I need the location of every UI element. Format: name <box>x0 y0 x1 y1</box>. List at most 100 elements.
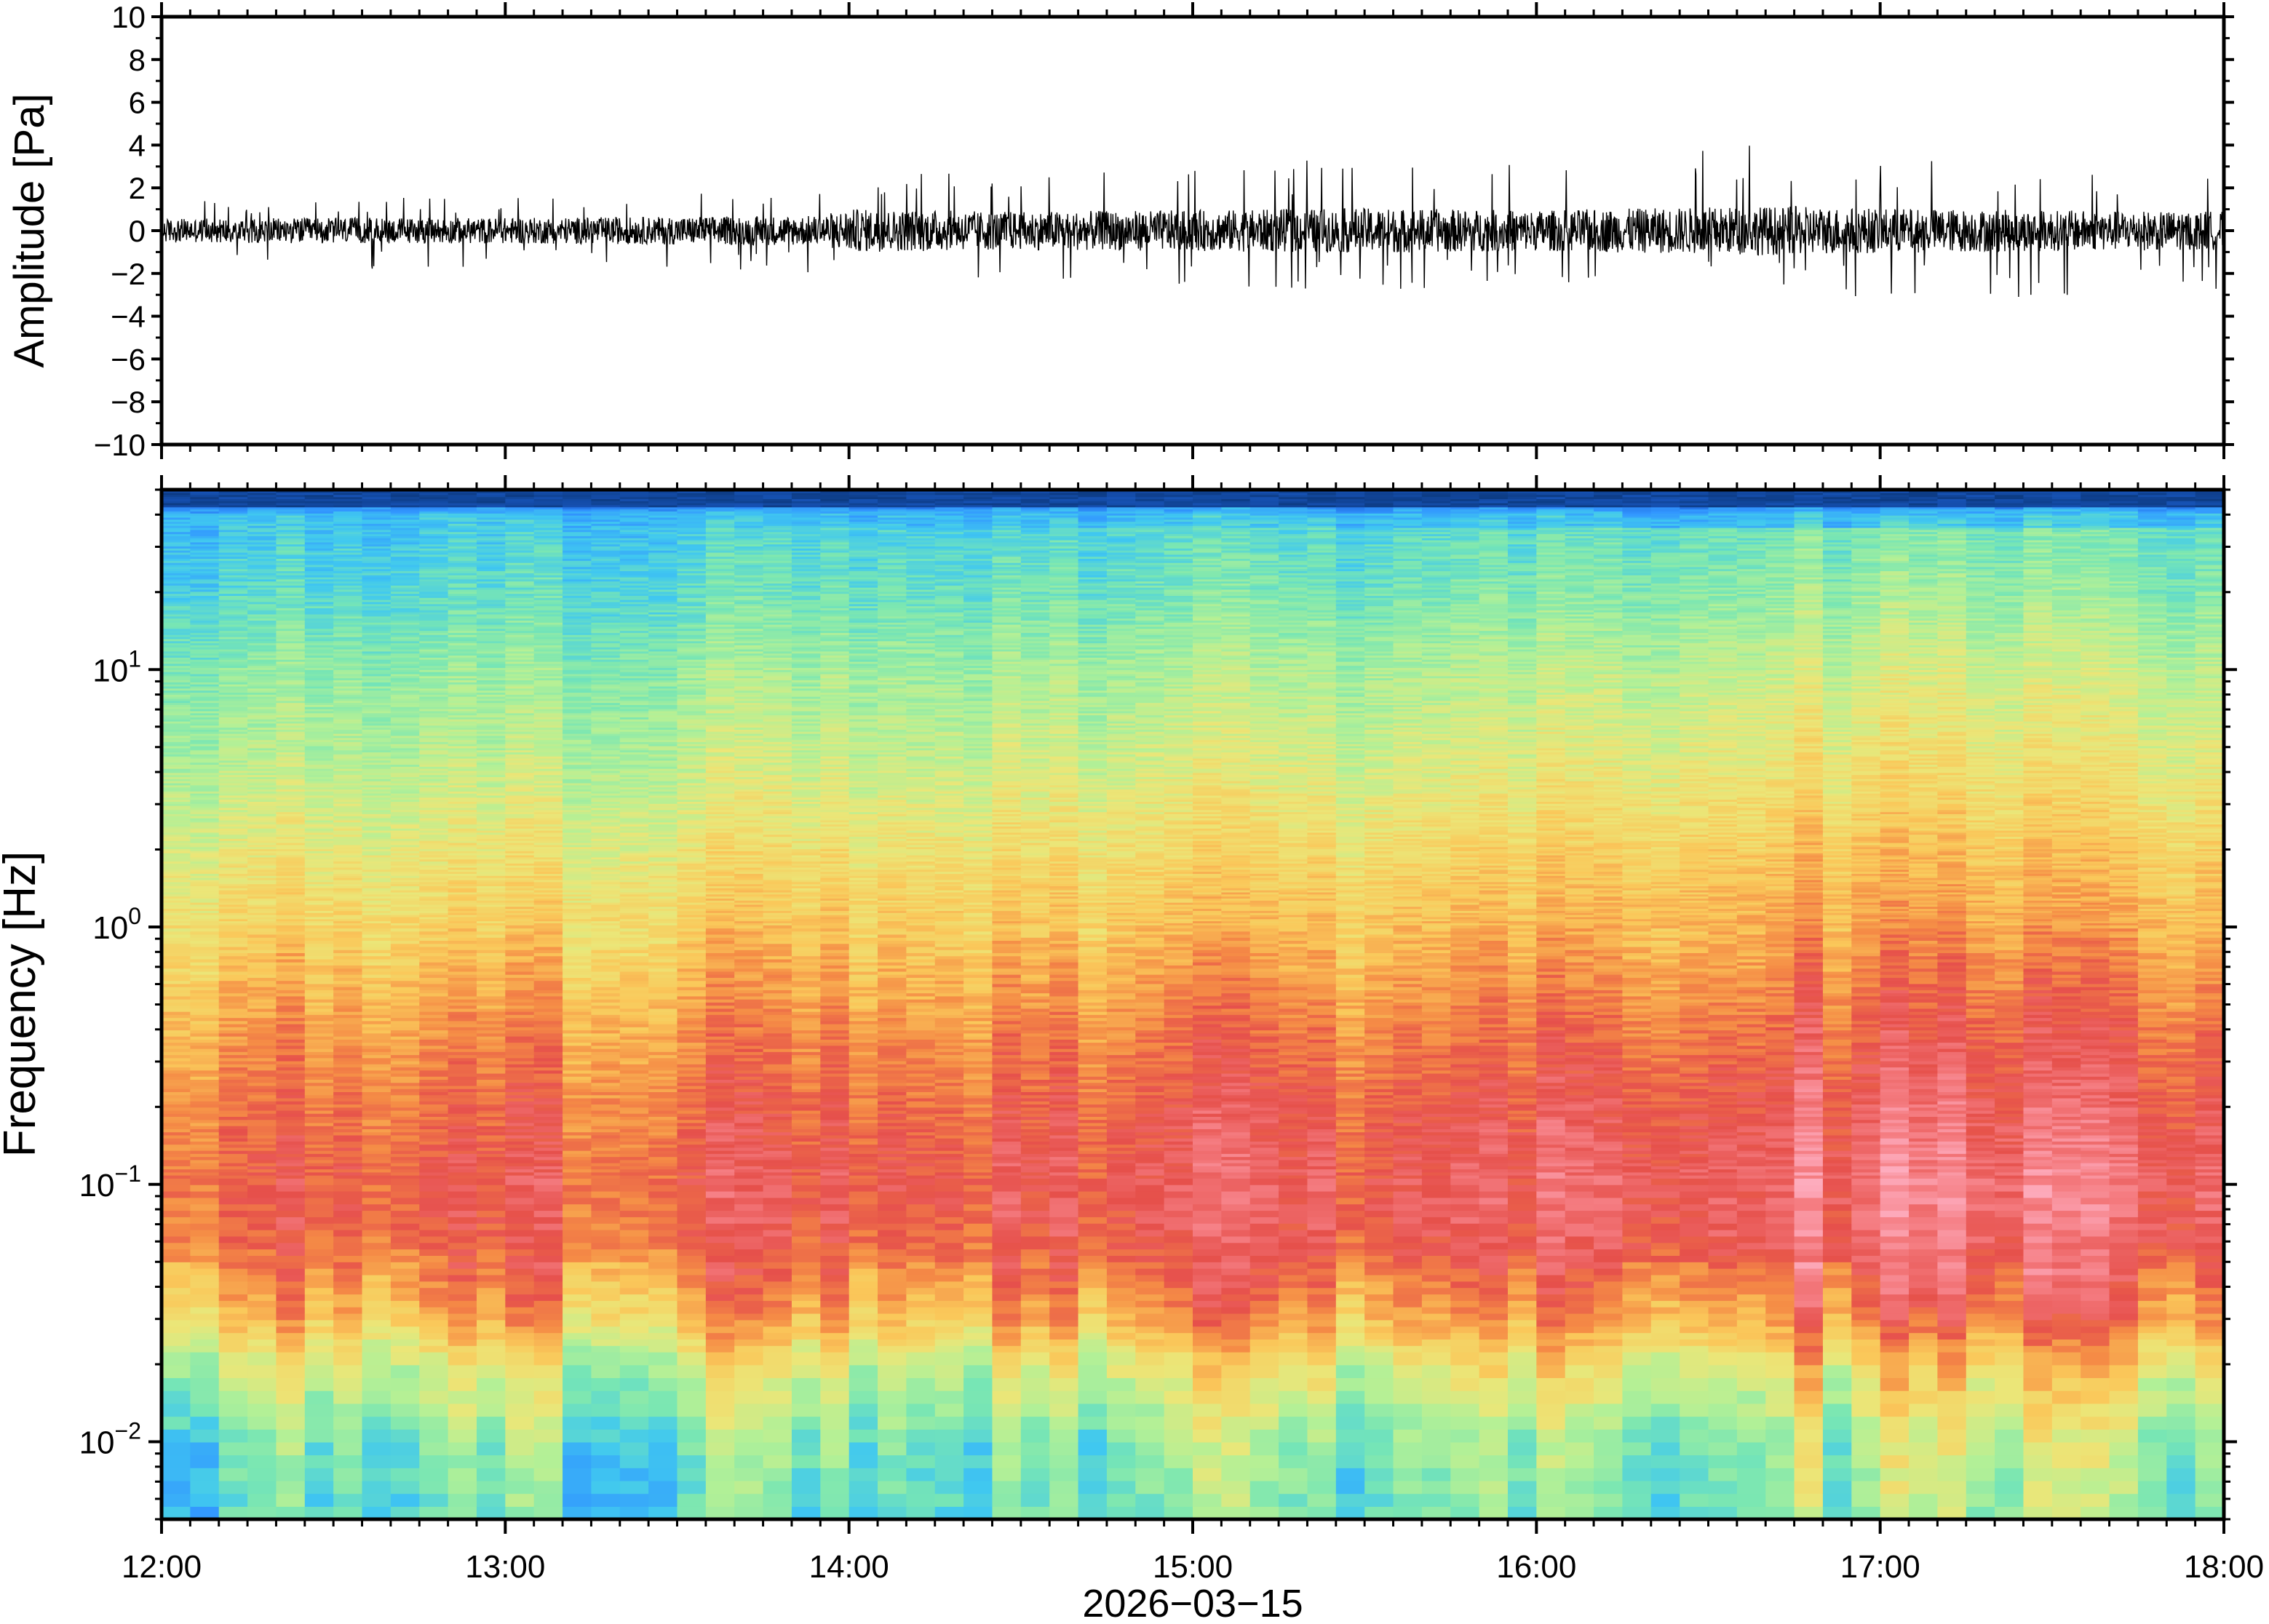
spectrogram-cell <box>419 1211 448 1217</box>
spectrogram-cell <box>563 1320 592 1326</box>
spectrogram-cell <box>190 1147 219 1151</box>
spectrogram-cell <box>505 974 534 978</box>
spectrogram-cell <box>305 962 334 966</box>
spectrogram-cell <box>219 1345 248 1352</box>
spectrogram-cell <box>391 1236 420 1243</box>
spectrogram-cell <box>477 928 506 931</box>
spectrogram-cell <box>563 1120 592 1123</box>
spectrogram-cell <box>534 1172 563 1176</box>
spectrogram-heatmap <box>162 490 2225 1520</box>
spectrogram-cell <box>247 1002 277 1006</box>
spectrogram-cell <box>333 984 362 987</box>
spectrogram-cell <box>563 1138 592 1142</box>
spectrogram-cell <box>362 1326 392 1333</box>
spectrogram-cell <box>276 1211 305 1217</box>
spectrogram-cell <box>162 1320 191 1326</box>
spectrogram-cell <box>391 1198 420 1204</box>
spectrogram-cell <box>419 968 448 972</box>
spectrogram-cell <box>505 937 534 941</box>
spectrogram-cell <box>276 1091 305 1095</box>
spectrogram-cell <box>276 987 305 990</box>
spectrogram-cell <box>162 1098 191 1102</box>
spectrogram-cell <box>162 1054 191 1058</box>
spectrogram-cell <box>333 1104 362 1107</box>
spectrogram-cell <box>419 1307 448 1313</box>
spectrogram-cell <box>333 959 362 963</box>
spectrogram-cell <box>448 1442 477 1455</box>
spectrogram-cell <box>333 940 362 944</box>
spectrogram-cell <box>534 950 563 953</box>
spectrogram-cell <box>219 1223 248 1230</box>
spectrogram-cell <box>276 1079 305 1083</box>
spectrogram-cell <box>219 1046 248 1049</box>
spectrogram-cell <box>162 1104 191 1107</box>
spectrogram-cell <box>534 1178 563 1185</box>
spectrogram-cell <box>305 1172 334 1176</box>
spectrogram-cell <box>333 944 362 947</box>
spectrogram-cell <box>563 1107 592 1111</box>
spectrogram-cell <box>162 1107 191 1111</box>
spectrogram-cell <box>448 1048 477 1052</box>
spectrogram-cell <box>190 956 219 960</box>
spectrogram-cell <box>276 940 305 944</box>
spectrogram-cell <box>448 956 477 960</box>
spectrogram-cell <box>448 1079 477 1083</box>
spectrogram-cell <box>391 931 420 935</box>
spectrogram-cell <box>247 1098 277 1102</box>
spectrogram-cell <box>276 1326 305 1333</box>
spectrogram-cell <box>162 1011 191 1015</box>
spectrogram-cell <box>391 1043 420 1046</box>
spectrogram-cell <box>162 968 191 972</box>
spectrogram-cell <box>448 1153 477 1157</box>
spectrogram-cell <box>247 984 277 987</box>
spectrogram-cell <box>534 1313 563 1320</box>
spectrogram-cell <box>362 1129 392 1132</box>
spectrogram-cell <box>391 1006 420 1009</box>
spectrogram-cell <box>563 1095 592 1099</box>
spectrogram-cell <box>477 965 506 968</box>
spectrogram-cell <box>190 971 219 975</box>
spectrogram-cell <box>477 1079 506 1083</box>
spectrogram-cell <box>563 1390 592 1404</box>
spectrogram-time-column <box>563 490 592 1520</box>
spectrogram-cell <box>247 981 277 984</box>
spectrogram-cell <box>477 962 506 966</box>
spectrogram-cell <box>505 981 534 984</box>
spectrogram-cell <box>190 1076 219 1080</box>
spectrogram-cell <box>305 950 334 953</box>
spectrogram-cell <box>563 1262 592 1268</box>
spectrogram-cell <box>362 1390 392 1404</box>
spectrogram-cell <box>477 971 506 975</box>
spectrogram-cell <box>162 1236 191 1243</box>
spectrogram-cell <box>162 1243 191 1249</box>
spectrogram-cell <box>247 1107 277 1111</box>
spectrogram-cell <box>563 1249 592 1256</box>
spectrogram-cell <box>247 1033 277 1037</box>
spectrogram-cell <box>419 1153 448 1157</box>
spectrogram-cell <box>448 1300 477 1307</box>
spectrogram-cell <box>477 999 506 1003</box>
spectrogram-cell <box>333 1051 362 1055</box>
spectrogram-cell <box>448 990 477 993</box>
spectrogram-cell <box>162 1079 191 1083</box>
spectrogram-cell <box>276 1178 305 1185</box>
spectrogram-cell <box>505 1002 534 1006</box>
spectrogram-cell <box>190 1123 219 1126</box>
spectrogram-cell <box>477 1024 506 1027</box>
spectrogram-cell <box>362 1006 392 1009</box>
spectrogram-cell <box>563 1021 592 1024</box>
spectrogram-cell <box>448 1294 477 1300</box>
spectrogram-cell <box>190 1217 219 1223</box>
spectrogram-cell <box>162 1249 191 1256</box>
spectrogram-cell <box>563 1365 592 1378</box>
spectrogram-cell <box>419 1417 448 1430</box>
spectrogram-cell <box>534 1076 563 1080</box>
spectrogram-cell <box>162 1211 191 1217</box>
spectrogram-cell <box>391 1468 420 1481</box>
spectrogram-cell <box>362 1160 392 1163</box>
spectrogram-cell <box>362 1166 392 1169</box>
spectrogram-cell <box>419 1255 448 1262</box>
spectrogram-cell <box>505 1417 534 1430</box>
amplitude-y-tick-label: 4 <box>129 128 146 162</box>
spectrogram-cell <box>419 1054 448 1058</box>
